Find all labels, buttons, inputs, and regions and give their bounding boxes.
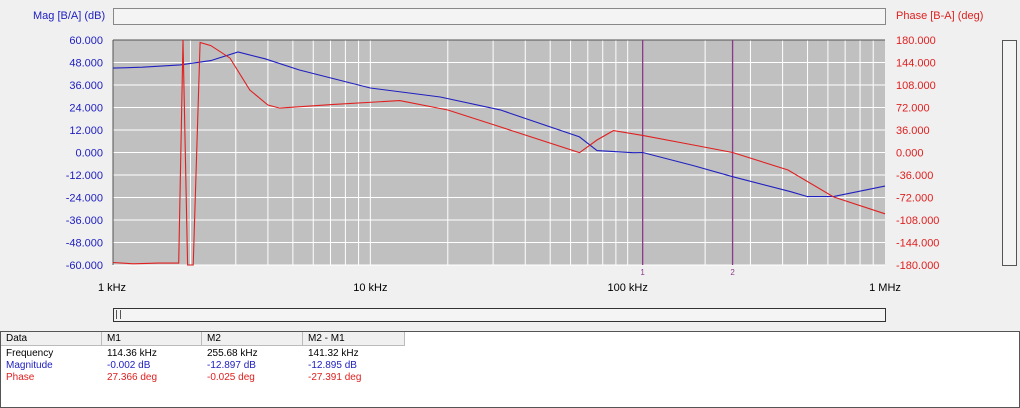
- x-tick-label: 1 MHz: [869, 282, 901, 294]
- right-tick-label: -144.000: [896, 238, 939, 250]
- header-diff: M2 - M1: [303, 332, 405, 346]
- left-tick-label: 60.000: [69, 35, 103, 47]
- right-tick-label: 108.000: [896, 80, 936, 92]
- right-tick-label: -72.000: [896, 193, 933, 205]
- header-m2: M2: [202, 332, 303, 346]
- right-tick-label: 180.000: [896, 35, 936, 47]
- cell-value: -12.897 dB: [207, 360, 256, 371]
- row-label: Phase: [6, 372, 35, 383]
- cell-value: -0.025 deg: [207, 372, 255, 383]
- left-tick-label: -12.000: [66, 170, 103, 182]
- marker-label: 1: [640, 268, 645, 277]
- left-tick-label: 0.000: [75, 148, 103, 160]
- cell-value: 114.36 kHz: [107, 348, 157, 359]
- marker-label: 2: [730, 268, 735, 277]
- bode-plot: 1 2 60.000 48.000 36.000 24.000 12.000 0.000 -12…: [66, 35, 940, 294]
- left-tick-label: -24.000: [66, 193, 103, 205]
- right-tick-label: 144.000: [896, 58, 936, 70]
- phase-line: [112, 39, 886, 266]
- x-tick-label: 10 kHz: [353, 282, 387, 294]
- cell-value: 141.32 kHz: [308, 348, 359, 359]
- marker-data-table: Data M1 M2 M2 - M1 Frequency 114.36 kHz 25…: [0, 331, 1020, 408]
- left-tick-label: 48.000: [69, 58, 103, 70]
- right-axis-label: Phase [B-A] (deg): [896, 10, 984, 22]
- cell-value: 255.68 kHz: [207, 348, 258, 359]
- row-label: Frequency: [6, 348, 54, 359]
- left-tick-label: -36.000: [66, 215, 103, 227]
- cell-value: -0.002 dB: [107, 360, 151, 371]
- cell-value: -27.391 deg: [308, 372, 362, 383]
- magnitude-line: [112, 51, 886, 198]
- left-tick-label: 36.000: [69, 80, 103, 92]
- left-tick-label: 12.000: [69, 125, 103, 137]
- right-tick-label: -108.000: [896, 215, 939, 227]
- left-tick-label: -60.000: [66, 260, 103, 272]
- header-data: Data: [1, 332, 102, 346]
- right-tick-label: -36.000: [896, 170, 933, 182]
- right-tick-label: -180.000: [896, 260, 939, 272]
- cell-value: 27.366 deg: [107, 372, 158, 383]
- x-tick-label: 100 kHz: [607, 282, 647, 294]
- scroll-thumb[interactable]: [116, 310, 121, 319]
- cell-value: -12.895 dB: [308, 360, 357, 371]
- right-tick-label: 0.000: [896, 148, 924, 160]
- header-m1: M1: [102, 332, 202, 346]
- left-tick-label: 24.000: [69, 103, 103, 115]
- vertical-scrollbar[interactable]: [1002, 40, 1017, 266]
- horizontal-scrollbar[interactable]: [113, 308, 886, 322]
- x-tick-label: 1 kHz: [98, 282, 126, 294]
- left-tick-label: -48.000: [66, 238, 103, 250]
- left-axis-label: Mag [B/A] (dB): [33, 10, 106, 22]
- right-tick-label: 36.000: [896, 125, 930, 137]
- title-box: [113, 8, 886, 25]
- right-tick-label: 72.000: [896, 103, 930, 115]
- row-label: Magnitude: [6, 360, 53, 371]
